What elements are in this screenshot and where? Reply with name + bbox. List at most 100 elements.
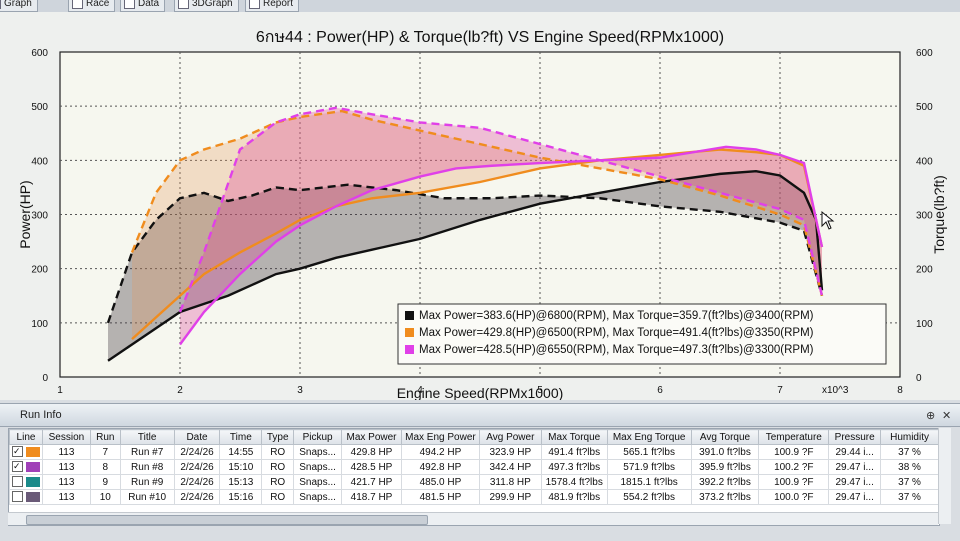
column-header[interactable]: Max Power xyxy=(341,429,402,445)
table-row[interactable]: 113 9 Run #9 2/24/26 15:13 RO Snaps... 421.7 HP… xyxy=(9,474,939,490)
x-tick-label: 7 xyxy=(777,385,783,396)
tab-3dgraph[interactable]: 3DGraph xyxy=(174,0,239,12)
column-header[interactable]: Session xyxy=(42,429,91,445)
power-curve[interactable] xyxy=(131,148,824,340)
y-tick-label: 600 xyxy=(31,48,48,59)
table-cell: 29.47 i... xyxy=(828,489,882,505)
column-header[interactable]: Date xyxy=(173,429,221,445)
table-cell: 37 % xyxy=(880,444,939,460)
table-row[interactable]: ✓ 113 7 Run #7 2/24/26 14:55 RO Snaps... 429.8 H… xyxy=(9,444,939,460)
y2-tick-label: 300 xyxy=(916,211,933,222)
torque-curve[interactable] xyxy=(130,109,824,297)
y-axis-label: Power(HP) xyxy=(17,180,33,248)
column-header[interactable]: Type xyxy=(261,429,295,445)
line-color-swatch[interactable] xyxy=(26,461,40,472)
torque-curve[interactable] xyxy=(106,183,824,324)
table-cell: Snaps... xyxy=(293,489,343,505)
table-header-row: Line Session Run Title Date Time Type Pickup Max… xyxy=(9,429,939,445)
view-tab-bar: Graph Race Data 3DGraph Report xyxy=(0,0,960,13)
y-tick-label: 100 xyxy=(31,319,48,330)
table-cell: 485.0 HP xyxy=(400,474,480,490)
x-tick-label: 1 xyxy=(57,385,63,396)
table-cell: 494.2 HP xyxy=(400,444,480,460)
scrollbar-thumb[interactable] xyxy=(26,515,428,525)
table-cell: 113 xyxy=(42,444,91,460)
table-cell: 37 % xyxy=(880,474,939,490)
line-color-swatch[interactable] xyxy=(26,446,40,457)
line-checkbox[interactable]: ✓ xyxy=(12,461,23,473)
legend-swatch xyxy=(405,311,414,320)
horizontal-scrollbar[interactable] xyxy=(8,512,938,525)
axis-ticks: 1 2 3 4 5 6 7 8 0 0 100 100 200 200 300 300 400 400 500 500… xyxy=(31,48,933,396)
table-cell: 429.8 HP xyxy=(341,444,402,460)
line-cell[interactable]: ✓ xyxy=(9,444,43,460)
table-cell: 323.9 HP xyxy=(478,444,542,460)
x-tick-label: 3 xyxy=(297,385,303,396)
table-cell: 299.9 HP xyxy=(478,489,542,505)
graph-panel: 1 2 3 4 5 6 7 8 0 0 100 100 200 200 300 300 400 400 500 500… xyxy=(0,12,960,401)
column-header[interactable]: Max Eng Power xyxy=(400,429,480,445)
table-cell: 342.4 HP xyxy=(478,459,542,475)
table-cell: 481.5 HP xyxy=(400,489,480,505)
line-cell[interactable] xyxy=(9,474,43,490)
column-header[interactable]: Title xyxy=(119,429,175,445)
legend-swatch xyxy=(405,345,414,354)
column-header[interactable]: Max Torque xyxy=(540,429,608,445)
line-cell[interactable]: ✓ xyxy=(9,459,43,475)
table-cell: 392.2 ft?lbs xyxy=(690,474,760,490)
table-cell: RO xyxy=(261,444,295,460)
vertical-scrollbar[interactable] xyxy=(938,428,951,524)
power-curve[interactable] xyxy=(107,169,824,362)
x-axis-label: Engine Speed(RPMx1000) xyxy=(397,385,564,400)
table-cell: 8 xyxy=(89,459,121,475)
tab-graph[interactable]: Graph xyxy=(0,0,38,12)
column-header[interactable]: Pickup xyxy=(293,429,343,445)
table-cell: 113 xyxy=(42,459,91,475)
column-header[interactable]: Avg Torque xyxy=(690,429,760,445)
column-header[interactable]: Avg Power xyxy=(478,429,542,445)
table-cell: 391.0 ft?lbs xyxy=(690,444,760,460)
pin-icon[interactable]: ⊕ xyxy=(926,410,936,422)
x-tick-label: 4 xyxy=(417,385,423,396)
table-cell: 497.3 ft?lbs xyxy=(540,459,608,475)
table-cell: 100.9 ?F xyxy=(758,444,830,460)
line-checkbox[interactable] xyxy=(12,476,23,488)
column-header[interactable]: Line xyxy=(9,429,43,445)
table-cell: 10 xyxy=(89,489,121,505)
mouse-cursor-icon xyxy=(821,210,835,230)
column-header[interactable]: Pressure xyxy=(828,429,882,445)
table-cell: 100.0 ?F xyxy=(758,489,830,505)
dyno-chart[interactable]: 1 2 3 4 5 6 7 8 0 0 100 100 200 200 300 300 400 400 500 500… xyxy=(0,12,960,401)
table-cell: 1578.4 ft?lbs xyxy=(540,474,608,490)
tab-data[interactable]: Data xyxy=(120,0,166,12)
line-color-swatch[interactable] xyxy=(26,491,40,502)
run-info-table: Line Session Run Title Date Time Type Pickup Max… xyxy=(9,429,939,505)
column-header[interactable]: Max Eng Torque xyxy=(606,429,692,445)
tab-race[interactable]: Race xyxy=(68,0,116,12)
column-header[interactable]: Humidity xyxy=(880,429,939,445)
line-color-swatch[interactable] xyxy=(26,476,40,487)
line-checkbox[interactable]: ✓ xyxy=(12,446,23,458)
power-curve[interactable] xyxy=(179,145,824,346)
x-tick-label: 6 xyxy=(657,385,663,396)
table-cell: 29.47 i... xyxy=(828,459,882,475)
table-cell: 15:13 xyxy=(219,474,263,490)
table-cell: Snaps... xyxy=(293,474,343,490)
y-tick-label: 500 xyxy=(31,102,48,113)
torque-curve[interactable] xyxy=(178,106,824,313)
table-row[interactable]: 113 10 Run #10 2/24/26 15:16 RO Snaps... 418.7 … xyxy=(9,489,939,505)
legend-entry: Max Power=428.5(HP)@6550(RPM), Max Torqu… xyxy=(419,344,814,356)
column-header[interactable]: Run xyxy=(89,429,121,445)
close-icon[interactable]: ✕ xyxy=(942,410,952,422)
table-cell: 554.2 ft?lbs xyxy=(606,489,692,505)
table-cell: 29.47 i... xyxy=(828,474,882,490)
table-cell: 2/24/26 xyxy=(173,474,221,490)
column-header[interactable]: Temperature xyxy=(758,429,830,445)
tab-report[interactable]: Report xyxy=(245,0,300,12)
column-header[interactable]: Time xyxy=(219,429,263,445)
line-cell[interactable] xyxy=(9,489,43,505)
flag-icon xyxy=(72,0,83,9)
table-row[interactable]: ✓ 113 8 Run #8 2/24/26 15:10 RO Snaps... 428.5 H… xyxy=(9,459,939,475)
line-checkbox[interactable] xyxy=(12,491,23,503)
table-cell: 565.1 ft?lbs xyxy=(606,444,692,460)
